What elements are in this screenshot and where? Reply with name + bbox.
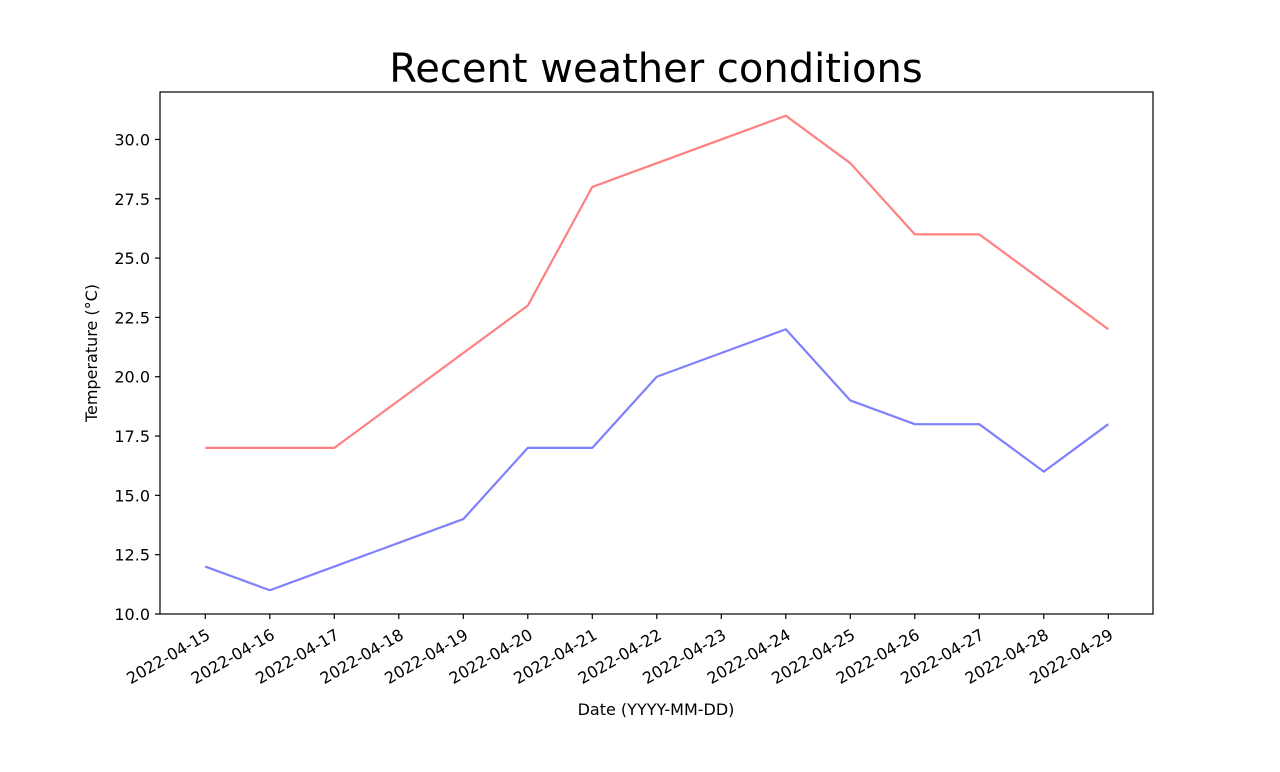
y-tick-label: 30.0 <box>114 130 150 149</box>
plot-area-frame <box>160 92 1153 614</box>
y-tick-label: 12.5 <box>114 546 150 565</box>
y-tick-label: 10.0 <box>114 605 150 624</box>
y-tick-label: 27.5 <box>114 190 150 209</box>
x-axis: 2022-04-152022-04-162022-04-172022-04-18… <box>123 614 1116 688</box>
x-axis-label: Date (YYYY-MM-DD) <box>578 700 735 719</box>
y-tick-label: 17.5 <box>114 427 150 446</box>
y-tick-label: 22.5 <box>114 308 150 327</box>
series-line-low <box>205 329 1108 590</box>
chart-title: Recent weather conditions <box>389 46 922 92</box>
series-line-high <box>205 116 1108 448</box>
y-tick-label: 20.0 <box>114 368 150 387</box>
y-axis: 10.0 12.5 15.0 17.5 20.0 22.5 25.0 27.5 30.0 <box>114 130 160 624</box>
y-tick-label: 15.0 <box>114 486 150 505</box>
y-axis-label: Temperature (°C) <box>82 284 101 423</box>
y-tick-label: 25.0 <box>114 249 150 268</box>
series-layer <box>205 116 1108 591</box>
